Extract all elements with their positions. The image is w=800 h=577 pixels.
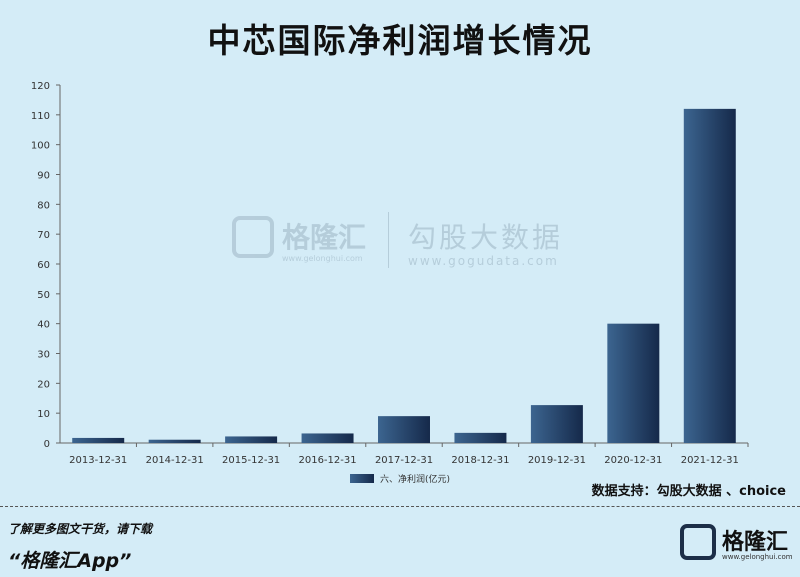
x-tick-label: 2017-12-31 (375, 455, 433, 466)
gelonghui-logo-icon (680, 524, 716, 560)
y-tick-label: 30 (37, 350, 50, 361)
watermark-separator (388, 212, 389, 268)
bar (378, 416, 430, 443)
y-tick-label: 40 (37, 320, 50, 331)
bar (683, 108, 736, 443)
bar (225, 436, 278, 443)
footer-app-name: “格隆汇App” (8, 550, 132, 572)
x-tick-label: 2020-12-31 (604, 455, 662, 466)
bar (72, 437, 125, 443)
footer-logo-url: www.gelonghui.com (722, 553, 793, 561)
x-tick-label: 2019-12-31 (528, 455, 586, 466)
y-tick-label: 50 (37, 290, 50, 301)
y-tick-label: 60 (37, 260, 50, 271)
x-tick-label: 2018-12-31 (451, 455, 509, 466)
y-tick-label: 70 (37, 230, 50, 241)
watermark-brand-2: 勾股大数据 (408, 221, 564, 254)
watermark-url-2: www.gogudata.com (408, 254, 559, 268)
x-tick-label: 2013-12-31 (69, 455, 127, 466)
data-source: 数据支持：勾股大数据 、choice (591, 484, 786, 499)
divider (0, 506, 800, 507)
watermark: 格隆汇 www.gelonghui.com 勾股大数据 www.gogudata… (232, 212, 572, 272)
y-tick-label: 0 (44, 439, 50, 450)
y-tick-label: 80 (37, 200, 50, 211)
footer-logo[interactable]: 格隆汇 www.gelonghui.com (680, 520, 793, 570)
y-tick-label: 100 (31, 141, 50, 152)
y-tick-label: 90 (37, 171, 50, 182)
bar (607, 323, 660, 443)
bar (301, 433, 354, 443)
bar-chart: 0 10 20 30 40 50 60 70 80 90 100 110 120 2013-12-31 20… (31, 81, 749, 485)
legend-label: 六、净利润(亿元) (380, 473, 450, 485)
bar (148, 439, 201, 443)
y-tick-label: 120 (31, 81, 50, 92)
x-tick-label: 2014-12-31 (146, 455, 204, 466)
gelonghui-logo-icon (232, 216, 274, 258)
x-tick-label: 2016-12-31 (298, 455, 356, 466)
chart-title: 中芯国际净利润增长情况 (207, 21, 593, 60)
y-tick-label: 110 (31, 111, 50, 122)
bar (530, 405, 583, 443)
x-tick-label: 2021-12-31 (681, 455, 739, 466)
x-tick-label: 2015-12-31 (222, 455, 280, 466)
bar (454, 432, 507, 443)
y-tick-label: 10 (37, 409, 50, 420)
footer-text: 了解更多图文干货，请下载 (8, 522, 153, 536)
footer-logo-brand: 格隆汇 (722, 530, 789, 555)
watermark-url: www.gelonghui.com (282, 254, 363, 263)
legend-swatch (350, 474, 374, 483)
watermark-brand: 格隆汇 (282, 221, 367, 254)
y-tick-label: 20 (37, 379, 50, 390)
